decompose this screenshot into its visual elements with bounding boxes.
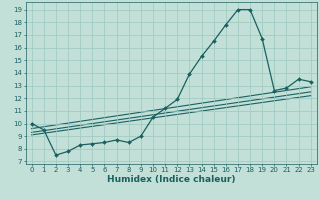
X-axis label: Humidex (Indice chaleur): Humidex (Indice chaleur) (107, 175, 236, 184)
